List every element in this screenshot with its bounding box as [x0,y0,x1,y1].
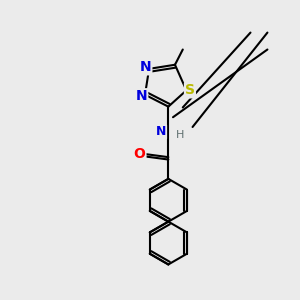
Text: N: N [140,60,151,74]
Text: N: N [136,89,147,103]
Text: O: O [134,147,146,161]
Text: S: S [185,83,195,98]
Text: N: N [156,125,166,138]
Text: H: H [176,130,184,140]
